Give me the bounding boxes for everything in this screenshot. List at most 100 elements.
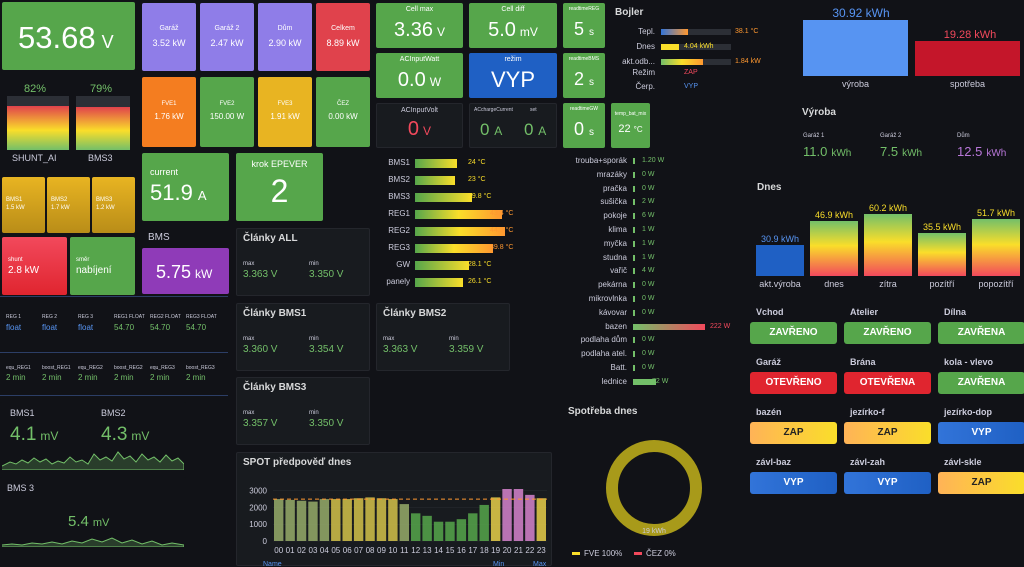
reg-timer-title-0: equ_REG1 xyxy=(6,365,31,371)
gate-toggle-button[interactable]: ZAVŘENO xyxy=(844,322,931,344)
reg-timer-title-5: boost_REG3 xyxy=(186,365,215,371)
set-title: set xyxy=(530,107,537,113)
spot-ytick: 0 xyxy=(263,537,268,546)
spot-bar xyxy=(491,497,500,541)
reg-timer-title-2: equ_REG2 xyxy=(78,365,103,371)
consumer-bar xyxy=(633,310,635,316)
consumer-bar xyxy=(633,337,635,343)
temp-label: BMS1 xyxy=(376,158,410,167)
gate-label: Brána xyxy=(850,357,876,367)
consumer-bar xyxy=(633,268,635,274)
spot-xtick: 21 xyxy=(514,546,523,555)
max-label: max xyxy=(243,261,254,267)
spot-bar xyxy=(320,499,329,541)
max-label: max xyxy=(243,336,254,342)
min-value: 3.350 V xyxy=(309,418,343,429)
spot-bar xyxy=(411,513,420,541)
spot-legend-header: Name xyxy=(263,561,282,567)
bojler-row-bar xyxy=(661,59,731,65)
gate-toggle-button[interactable]: ZAP xyxy=(844,422,931,444)
dnes-bar xyxy=(756,245,804,276)
spark2-unit: mV xyxy=(131,429,149,443)
power-tile-value: 8.89 kW xyxy=(316,38,370,48)
min-value: 3.359 V xyxy=(449,344,483,355)
reg-value-2: float xyxy=(78,323,93,332)
spot-legend-header: Max xyxy=(533,561,547,567)
gate-toggle-button[interactable]: VYP xyxy=(938,422,1024,444)
ac-input-volt-unit: V xyxy=(423,124,431,138)
bojler-rezim-value: ZAP xyxy=(684,69,698,76)
fve-legend-swatch xyxy=(572,552,580,555)
gate-toggle-button[interactable]: VYP xyxy=(844,472,931,494)
fve-tile-title: FVE2 xyxy=(200,101,254,107)
readtime-gw-title: readtimeGW xyxy=(563,106,605,112)
gate-label: závl-zah xyxy=(850,457,885,467)
bms-title: BMS xyxy=(148,232,170,243)
temp-value: 23 °C xyxy=(468,176,486,183)
spot-title: SPOT předpověď dnes xyxy=(243,457,351,468)
fve-tile-title: ČEZ xyxy=(316,101,370,107)
consumer-bar xyxy=(633,186,635,192)
temp-value: 44.3 °C xyxy=(490,227,513,234)
bms1-power-value: 1.5 kW xyxy=(6,205,25,211)
bojler-row-label: Dnes xyxy=(611,42,655,51)
reg-timer-value-3: 2 min xyxy=(114,373,134,382)
spotreba-panel: Spotřeba dnes 19 kWh FVE 100% ČEZ 0% xyxy=(566,400,756,566)
gate-toggle-button[interactable]: VYP xyxy=(750,472,837,494)
temp-value: 43.4 °C xyxy=(490,210,513,217)
spot-bar xyxy=(331,499,340,541)
bms3-percent: 79% xyxy=(90,83,112,95)
consumer-value: 4 W xyxy=(642,267,654,274)
gate-toggle-button[interactable]: OTEVŘENA xyxy=(844,372,931,394)
reg-value-1: float xyxy=(42,323,57,332)
spot-xtick: 06 xyxy=(343,546,352,555)
temp-bat-value: 22 xyxy=(618,123,630,135)
max-value: 3.363 V xyxy=(243,269,277,280)
bojler-row-fill xyxy=(661,44,679,50)
spot-xtick: 10 xyxy=(388,546,397,555)
spot-bar xyxy=(285,500,294,541)
dnes-bar-label: dnes xyxy=(806,279,862,289)
current-unit: A xyxy=(198,188,207,203)
readtime-reg-value: 5 xyxy=(574,19,584,39)
gate-toggle-button[interactable]: ZAP xyxy=(750,422,837,444)
gate-toggle-button[interactable]: OTEVŘENO xyxy=(750,372,837,394)
cez-legend-swatch xyxy=(634,552,642,555)
power-tile-title: Dům xyxy=(258,25,312,32)
reg-value-0: float xyxy=(6,323,21,332)
vyroba-item-label: Dům xyxy=(957,133,970,139)
reg-timer-title-4: equ_REG3 xyxy=(150,365,175,371)
spot-bar xyxy=(422,516,431,541)
gate-toggle-button[interactable]: ZAP xyxy=(938,472,1024,494)
bms-sparkline xyxy=(2,442,184,470)
gate-toggle-button[interactable]: ZAVŘENO xyxy=(750,322,837,344)
dnes-bar xyxy=(918,233,966,276)
bms3-gauge xyxy=(76,96,130,150)
gate-toggle-button[interactable]: ZAVŘENA xyxy=(938,372,1024,394)
dnes-bar-value: 46.9 kWh xyxy=(810,210,858,220)
vyroba-item-value: 12.5 xyxy=(957,144,982,159)
min-label: min xyxy=(309,336,319,342)
max-value: 3.360 V xyxy=(243,344,277,355)
readtime-bms-value: 2 xyxy=(574,69,584,89)
temp-bat-title: temp_bat_mix xyxy=(611,111,650,117)
vyroba-bar xyxy=(803,20,908,76)
temp-value: 39.8 °C xyxy=(490,244,513,251)
power-tile-title: Garáž xyxy=(142,25,196,32)
consumer-label: pračka xyxy=(560,184,627,193)
spot-xtick: 14 xyxy=(434,546,443,555)
shunt-gauge xyxy=(7,96,69,150)
vyroba-item-unit: kWh xyxy=(831,148,851,159)
gate-toggle-button[interactable]: ZAVŘENA xyxy=(938,322,1024,344)
readtime-bms-title: readtimeBMS xyxy=(563,56,605,62)
spark3-title: BMS 3 xyxy=(7,483,34,493)
